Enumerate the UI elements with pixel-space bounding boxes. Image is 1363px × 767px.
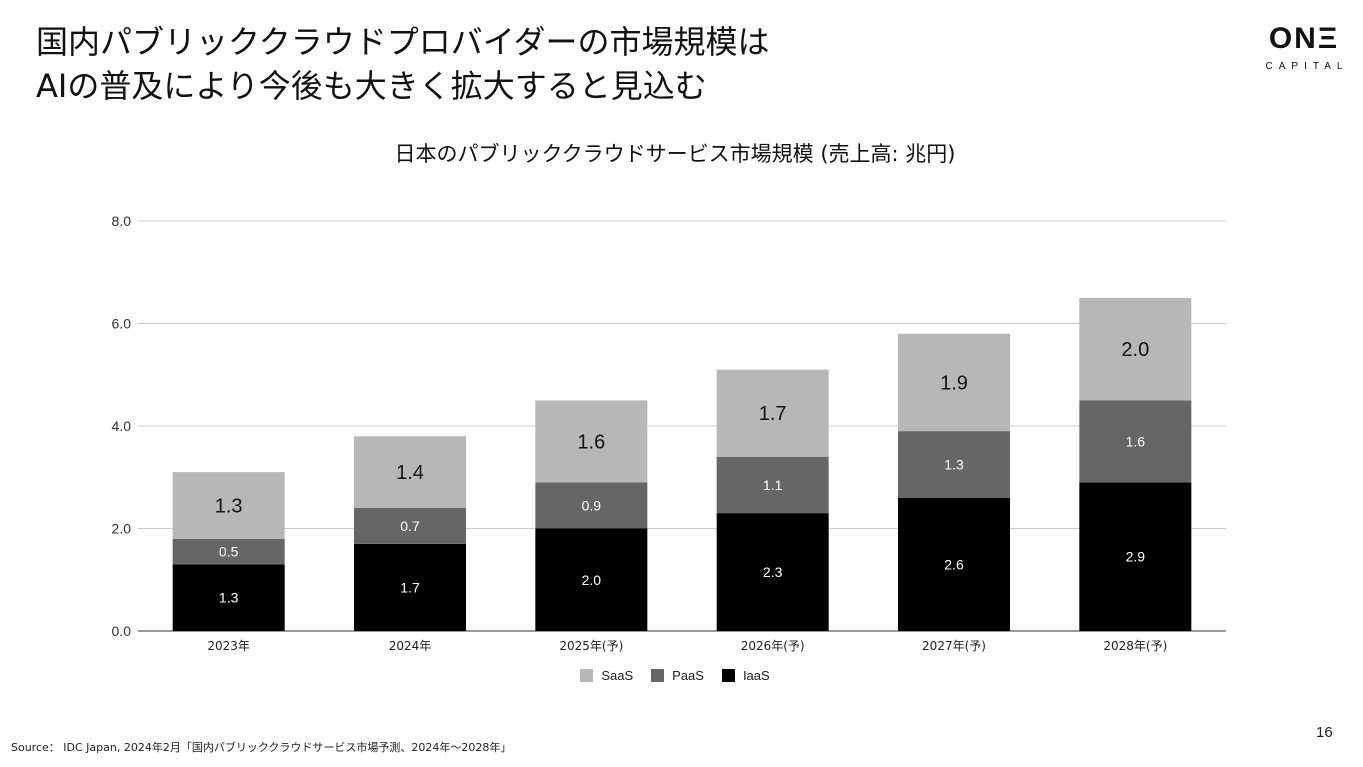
- data-label: 2.0: [582, 572, 602, 588]
- y-tick-label: 0.0: [112, 623, 132, 639]
- bar-segment-iaas: [1079, 482, 1192, 631]
- bar-segment-paas: [354, 508, 466, 544]
- chart-legend: SaaS PaaS IaaS: [0, 668, 1350, 683]
- data-label: 1.6: [577, 431, 605, 453]
- data-label: 2.9: [1126, 549, 1146, 565]
- bar-segment-iaas: [172, 564, 285, 631]
- legend-label: PaaS: [672, 668, 704, 683]
- data-label: 1.6: [1126, 433, 1146, 449]
- bar-segment-paas: [898, 431, 1010, 498]
- data-label: 1.7: [759, 403, 787, 425]
- x-tick-label: 2028年(予): [1103, 639, 1167, 653]
- legend-item: IaaS: [721, 668, 770, 683]
- x-tick-label: 2025年(予): [559, 639, 623, 653]
- data-label: 0.9: [582, 497, 602, 513]
- data-label: 2.3: [763, 564, 783, 580]
- source-note: Source： IDC Japan, 2024年2月「国内パブリッククラウドサー…: [11, 741, 512, 754]
- bar-segment-paas: [535, 482, 648, 529]
- chart-title: 日本のパブリッククラウドサービス市場規模 (売上高: 兆円): [394, 142, 956, 166]
- bar-segment-iaas: [898, 497, 1010, 631]
- page-number: 16: [1316, 724, 1333, 741]
- data-label: 0.7: [400, 518, 420, 534]
- data-label: 1.3: [219, 590, 239, 606]
- x-tick-label: 2023年: [207, 639, 250, 653]
- legend-item: PaaS: [651, 668, 704, 683]
- y-tick-label: 6.0: [112, 316, 132, 332]
- bar-segment-saas: [1079, 297, 1192, 401]
- legend-swatch: [651, 669, 665, 682]
- headline-line-2: AIの普及により今後も大きく拡大すると見込む: [36, 67, 707, 105]
- legend-swatch: [721, 669, 735, 682]
- legend-label: SaaS: [601, 668, 634, 683]
- x-tick-label: 2026年(予): [741, 639, 805, 653]
- page-headline: 国内パブリッククラウドプロバイダーの市場規模は AIの普及により今後も大きく拡大…: [36, 20, 769, 108]
- legend-swatch: [580, 669, 594, 682]
- y-tick-label: 2.0: [112, 521, 132, 537]
- data-label: 1.4: [396, 462, 424, 484]
- data-label: 1.3: [215, 495, 243, 517]
- data-label: 2.0: [1121, 339, 1149, 361]
- bar-segment-saas: [898, 333, 1010, 432]
- y-tick-label: 4.0: [112, 418, 132, 434]
- bar-segment-saas: [172, 472, 285, 539]
- bar-segment-saas: [535, 400, 648, 483]
- data-label: 1.1: [763, 477, 783, 493]
- bar-segment-saas: [716, 369, 829, 457]
- headline-line-1: 国内パブリッククラウドプロバイダーの市場規模は: [36, 23, 770, 61]
- data-label: 2.6: [944, 556, 964, 572]
- data-label: 1.9: [940, 372, 968, 394]
- one-capital-logo: ONΞ CAPITAL: [1256, 24, 1352, 74]
- bar-segment-iaas: [716, 513, 829, 631]
- legend-label: IaaS: [742, 668, 770, 683]
- bar-segment-iaas: [535, 528, 648, 631]
- bar-segment-paas: [172, 538, 285, 565]
- x-tick-label: 2027年(予): [922, 639, 986, 653]
- data-label: 1.7: [400, 579, 420, 595]
- data-label: 0.5: [219, 544, 239, 560]
- x-tick-label: 2024年: [389, 639, 432, 653]
- legend-item: SaaS: [580, 668, 633, 683]
- y-tick-label: 8.0: [112, 213, 132, 229]
- bar-segment-iaas: [354, 543, 466, 631]
- bar-segment-paas: [1079, 400, 1192, 483]
- logo-wordmark: ONΞ: [1268, 22, 1340, 55]
- logo-subtitle: CAPITAL: [1265, 61, 1349, 72]
- bar-segment-paas: [716, 456, 829, 514]
- bar-segment-saas: [354, 436, 466, 508]
- data-label: 1.3: [944, 456, 964, 472]
